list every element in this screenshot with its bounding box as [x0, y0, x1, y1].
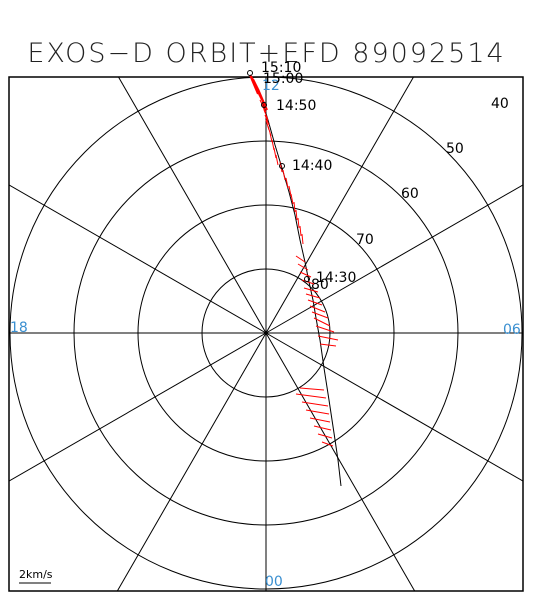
time-mark-1510	[247, 70, 253, 76]
hour-label-06: 06	[503, 322, 521, 338]
time-label-1450: 14:50	[276, 98, 316, 114]
time-mark-1440	[279, 163, 285, 169]
hour-label-12: 12	[262, 78, 280, 94]
meridian-22	[116, 332, 267, 591]
meridian-04	[265, 332, 523, 482]
time-mark-1430	[304, 276, 310, 282]
time-label-1510: 15:10	[261, 60, 301, 76]
time-label-1430: 14:30	[316, 270, 356, 286]
meridian-14	[265, 184, 523, 334]
efd-vectors	[249, 74, 339, 447]
latitude-label-50: 50	[446, 141, 464, 157]
time-label-1440: 14:40	[292, 158, 332, 174]
hour-label-00: 00	[265, 574, 283, 590]
latitude-label-60: 60	[401, 186, 419, 202]
latitude-label-40: 40	[491, 96, 509, 112]
meridian-02	[265, 332, 416, 591]
time-mark-1450	[261, 102, 267, 108]
latitude-label-70: 70	[356, 232, 374, 248]
meridian-20	[9, 332, 267, 482]
plot-title: EXOS−D ORBIT+EFD 89092514	[27, 38, 506, 69]
meridian-13	[265, 77, 415, 334]
scale-label: 2km/s	[19, 568, 53, 581]
meridian-16	[9, 184, 267, 334]
hour-label-18: 18	[10, 320, 28, 336]
meridian-11	[117, 77, 267, 334]
latitude-label-80: 80	[311, 277, 329, 293]
time-label-1500: 15:00	[263, 71, 303, 87]
